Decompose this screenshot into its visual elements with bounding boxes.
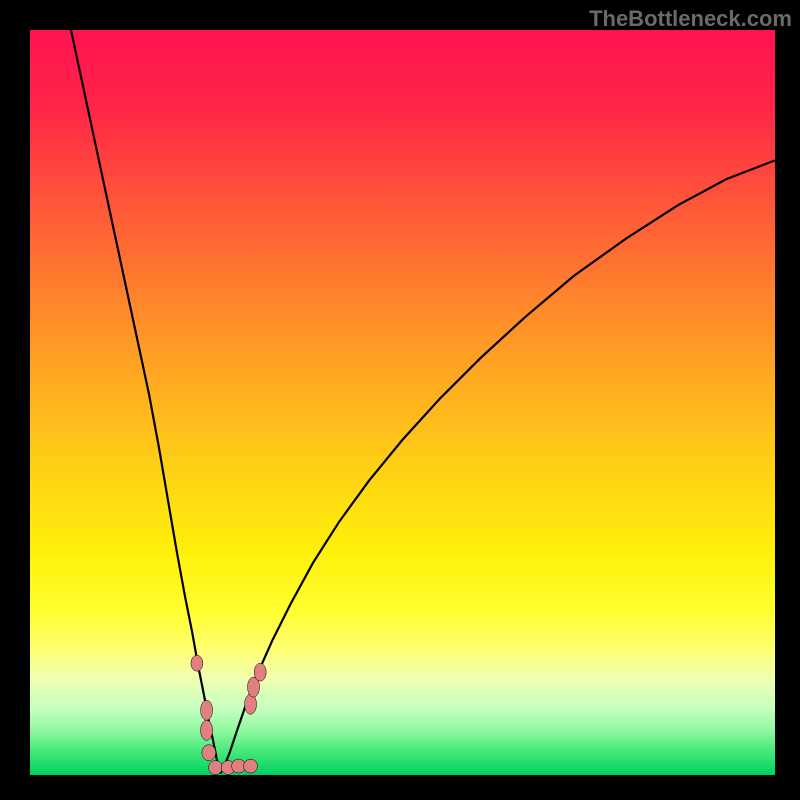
plot-area	[30, 30, 775, 775]
chart-container: TheBottleneck.com	[0, 0, 800, 800]
gradient-background	[30, 30, 775, 775]
watermark-text: TheBottleneck.com	[589, 6, 792, 32]
